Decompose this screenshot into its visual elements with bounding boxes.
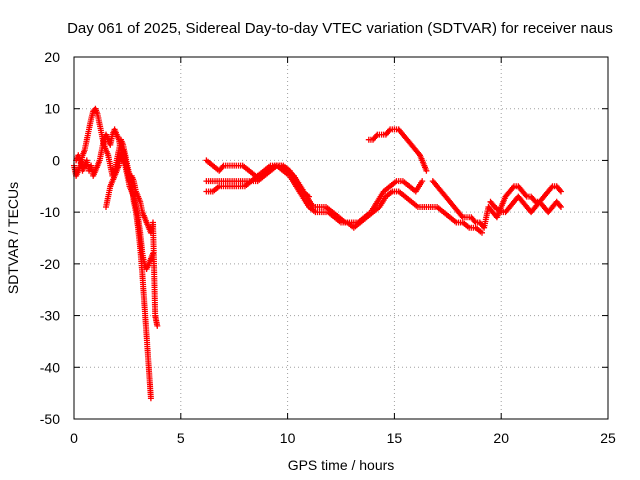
data-layer <box>71 105 564 402</box>
y-tick-label: -40 <box>40 359 60 375</box>
x-tick-label: 25 <box>600 430 616 446</box>
data-point <box>386 127 393 134</box>
x-tick-label: 15 <box>387 430 403 446</box>
y-tick-label: 10 <box>44 101 60 117</box>
y-tick-label: 20 <box>44 49 60 65</box>
data-point <box>154 322 161 329</box>
y-tick-label: -10 <box>40 204 60 220</box>
data-series <box>203 162 485 236</box>
data-point <box>558 204 564 210</box>
data-point <box>306 193 312 200</box>
data-series <box>365 126 430 174</box>
y-tick-label: -30 <box>40 308 60 324</box>
data-point <box>548 184 555 191</box>
data-point <box>479 229 485 236</box>
data-point <box>458 213 465 219</box>
data-point <box>531 197 538 204</box>
plot-frame <box>73 56 609 420</box>
chart-title: Day 061 of 2025, Sidereal Day-to-day VTE… <box>67 20 613 37</box>
data-series <box>487 193 564 216</box>
x-tick-label: 20 <box>493 430 509 446</box>
y-tick-label: 0 <box>52 152 60 168</box>
data-point <box>558 188 564 195</box>
data-point <box>471 218 478 225</box>
data-series <box>203 162 312 200</box>
y-axis-label: SDTVAR / TECUs <box>5 182 21 294</box>
x-axis-label: GPS time / hours <box>288 457 395 473</box>
data-series <box>103 147 161 329</box>
data-point <box>147 395 154 402</box>
data-point <box>219 163 226 170</box>
data-point <box>556 187 563 194</box>
x-tick-label: 10 <box>280 430 296 446</box>
x-tick-label: 0 <box>70 430 78 446</box>
data-point <box>419 178 426 185</box>
y-tick-label: -50 <box>40 411 60 427</box>
data-point <box>509 184 516 191</box>
data-point <box>373 132 380 139</box>
data-point <box>522 192 529 199</box>
data-point <box>423 167 430 174</box>
data-series <box>429 178 564 231</box>
data-point <box>556 202 563 209</box>
grid-layer <box>74 57 608 419</box>
x-tick-label: 5 <box>177 430 185 446</box>
y-tick-label: -20 <box>40 256 60 272</box>
